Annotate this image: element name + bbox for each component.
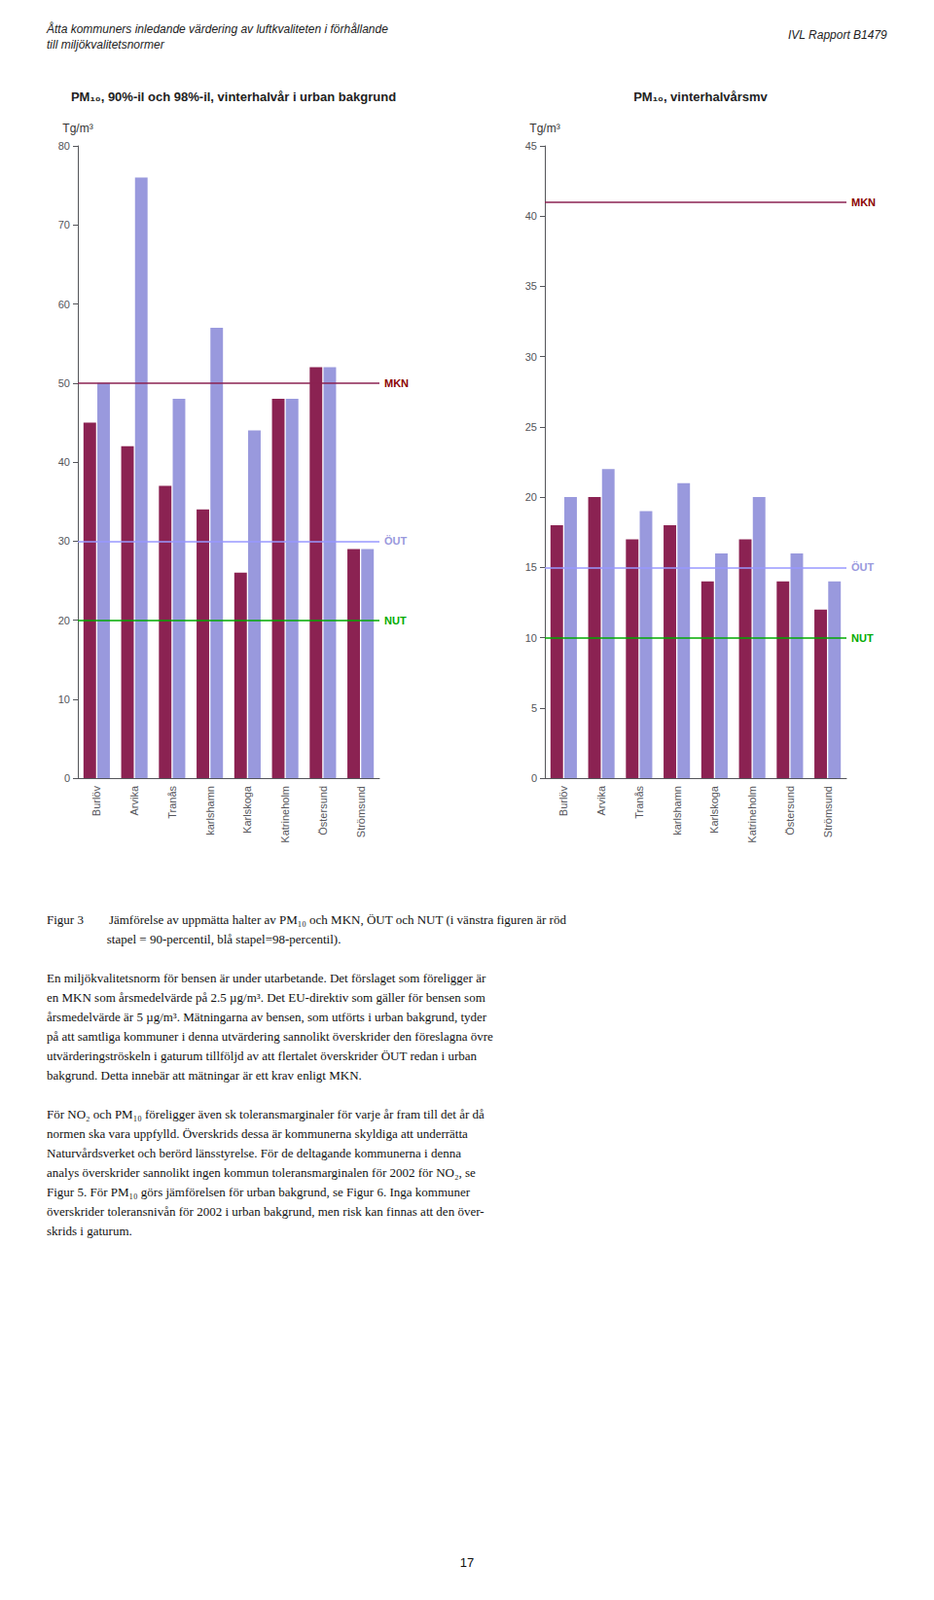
svg-text:35: 35: [525, 280, 538, 292]
svg-text:30: 30: [58, 535, 71, 547]
svg-text:40: 40: [525, 210, 538, 222]
svg-text:Burlöv: Burlöv: [557, 786, 570, 818]
svg-text:Strömsund: Strömsund: [355, 786, 367, 838]
svg-text:till miljökvalitetsnormer: till miljökvalitetsnormer: [46, 37, 166, 52]
svg-text:25: 25: [525, 421, 538, 433]
svg-text:20: 20: [525, 491, 538, 503]
svg-text:Figur 5. För PM₁₀ görs jämföre: Figur 5. För PM₁₀ görs jämförelsen för u…: [46, 1185, 471, 1200]
svg-text:Arvika: Arvika: [128, 785, 141, 816]
svg-text:NUT: NUT: [851, 632, 874, 645]
svg-text:Tg/m³: Tg/m³: [62, 121, 93, 136]
svg-text:Strömsund: Strömsund: [822, 786, 834, 838]
svg-text:17: 17: [460, 1555, 474, 1571]
svg-text:MKN: MKN: [851, 196, 876, 209]
svg-text:50: 50: [58, 377, 71, 390]
svg-text:För NO₂ och PM₁₀ föreligger äv: För NO₂ och PM₁₀ föreligger även sk tole…: [46, 1107, 485, 1122]
svg-text:15: 15: [525, 561, 538, 574]
svg-text:Naturvårdsverket och berörd lä: Naturvårdsverket och berörd länsstyrelse…: [46, 1146, 462, 1161]
svg-text:en MKN som årsmedelvärde på 2.: en MKN som årsmedelvärde på 2.5 µg/m³. D…: [46, 990, 486, 1006]
svg-text:Figur 3 Jämförelse av u: Figur 3 Jämförelse av uppmätta halter av…: [46, 912, 567, 928]
svg-text:bakgrund. Detta innebär att mä: bakgrund. Detta innebär att mätningar är…: [46, 1068, 362, 1083]
svg-text:Tranås: Tranås: [633, 786, 646, 820]
svg-text:Åtta kommuners inledande värde: Åtta kommuners inledande värdering av lu…: [45, 21, 389, 36]
svg-text:Burlöv: Burlöv: [90, 786, 103, 818]
svg-text:Tg/m³: Tg/m³: [529, 121, 560, 136]
svg-text:karlshamn: karlshamn: [671, 786, 683, 836]
svg-text:0: 0: [64, 772, 71, 785]
svg-text:70: 70: [58, 218, 71, 231]
svg-text:IVL Rapport B1479: IVL Rapport B1479: [788, 28, 888, 42]
svg-text:utvärderingströskeln i gaturum: utvärderingströskeln i gaturum tillföljd…: [46, 1048, 477, 1064]
svg-text:MKN: MKN: [384, 377, 409, 390]
svg-text:ÖUT: ÖUT: [384, 535, 408, 547]
svg-text:10: 10: [525, 632, 538, 645]
svg-text:normen ska vara uppfylld. Över: normen ska vara uppfylld. Överskrids des…: [46, 1126, 468, 1142]
svg-text:Karlskoga: Karlskoga: [708, 785, 720, 834]
svg-text:60: 60: [58, 298, 71, 311]
svg-text:40: 40: [58, 456, 71, 468]
svg-text:Katrineholm: Katrineholm: [279, 786, 291, 844]
svg-text:45: 45: [525, 140, 538, 152]
svg-text:80: 80: [58, 140, 71, 152]
svg-text:PM₁₀, 90%-il och 98%-il, vinte: PM₁₀, 90%-il och 98%-il, vinterhalvår i …: [71, 89, 396, 105]
svg-text:5: 5: [531, 702, 538, 715]
svg-text:stapel = 90-percentil, blå sta: stapel = 90-percentil, blå stapel=98-per…: [46, 932, 341, 947]
svg-text:PM₁₀, vinterhalvårsmv: PM₁₀, vinterhalvårsmv: [633, 89, 768, 105]
svg-text:överskrider toleransnivån för: överskrider toleransnivån för 2002 i urb…: [46, 1204, 485, 1220]
svg-text:Tranås: Tranås: [166, 786, 179, 820]
svg-text:årsmedelvärde är 5 µg/m³. Mätn: årsmedelvärde är 5 µg/m³. Mätningarna av…: [46, 1009, 488, 1025]
svg-text:analys överskrider sannolikt i: analys överskrider sannolikt ingen kommu…: [46, 1165, 476, 1181]
svg-text:skrids i gaturum.: skrids i gaturum.: [46, 1223, 133, 1239]
svg-text:20: 20: [58, 614, 71, 627]
svg-text:En miljökvalitetsnorm för bens: En miljökvalitetsnorm för bensen är unde…: [46, 970, 487, 986]
svg-text:10: 10: [58, 693, 71, 706]
svg-text:Östersund: Östersund: [784, 786, 796, 836]
svg-text:Karlskoga: Karlskoga: [241, 785, 253, 834]
svg-text:30: 30: [525, 351, 538, 363]
svg-text:0: 0: [531, 772, 538, 785]
svg-text:Katrineholm: Katrineholm: [746, 786, 758, 844]
svg-text:på att samtliga kommuner i den: på att samtliga kommuner i denna utvärde…: [46, 1029, 494, 1044]
svg-text:karlshamn: karlshamn: [204, 786, 216, 836]
svg-text:NUT: NUT: [384, 614, 407, 627]
svg-text:Östersund: Östersund: [317, 786, 329, 836]
svg-text:ÖUT: ÖUT: [851, 561, 875, 574]
svg-text:Arvika: Arvika: [595, 785, 608, 816]
